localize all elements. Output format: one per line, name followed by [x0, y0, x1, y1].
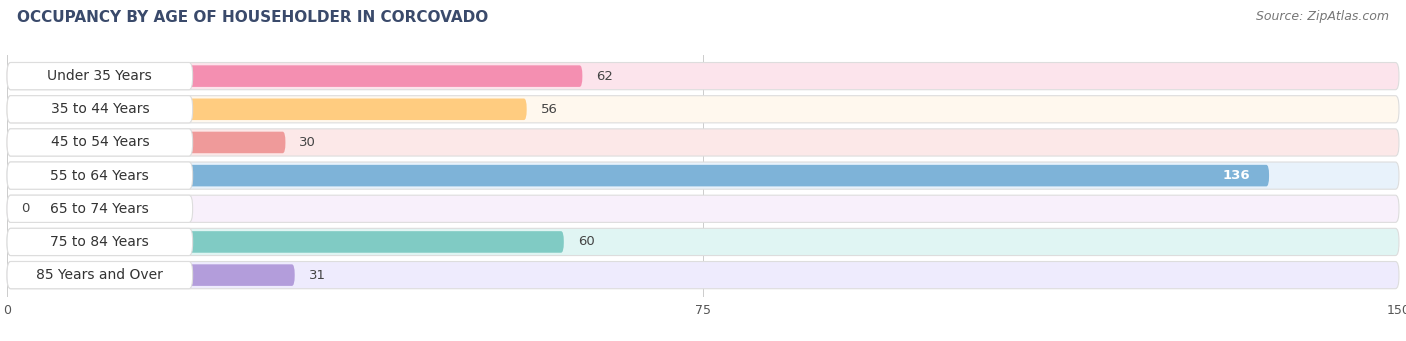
FancyBboxPatch shape — [7, 96, 193, 123]
FancyBboxPatch shape — [7, 62, 1399, 90]
Text: Source: ZipAtlas.com: Source: ZipAtlas.com — [1256, 10, 1389, 23]
FancyBboxPatch shape — [7, 129, 1399, 156]
Text: 45 to 54 Years: 45 to 54 Years — [51, 135, 149, 149]
FancyBboxPatch shape — [7, 198, 11, 220]
Text: OCCUPANCY BY AGE OF HOUSEHOLDER IN CORCOVADO: OCCUPANCY BY AGE OF HOUSEHOLDER IN CORCO… — [17, 10, 488, 25]
FancyBboxPatch shape — [7, 132, 285, 153]
FancyBboxPatch shape — [7, 262, 1399, 289]
FancyBboxPatch shape — [7, 65, 582, 87]
Text: 55 to 64 Years: 55 to 64 Years — [51, 168, 149, 183]
Text: 35 to 44 Years: 35 to 44 Years — [51, 102, 149, 116]
FancyBboxPatch shape — [7, 162, 193, 189]
FancyBboxPatch shape — [7, 195, 1399, 222]
FancyBboxPatch shape — [7, 129, 193, 156]
Text: 62: 62 — [596, 70, 613, 83]
Text: 30: 30 — [299, 136, 316, 149]
FancyBboxPatch shape — [7, 62, 193, 90]
FancyBboxPatch shape — [7, 162, 1399, 189]
FancyBboxPatch shape — [7, 96, 1399, 123]
FancyBboxPatch shape — [7, 165, 1270, 187]
FancyBboxPatch shape — [7, 99, 527, 120]
Text: 85 Years and Over: 85 Years and Over — [37, 268, 163, 282]
FancyBboxPatch shape — [7, 262, 193, 289]
Text: Under 35 Years: Under 35 Years — [48, 69, 152, 83]
FancyBboxPatch shape — [7, 264, 295, 286]
Text: 0: 0 — [21, 202, 30, 215]
Text: 56: 56 — [540, 103, 558, 116]
FancyBboxPatch shape — [7, 195, 193, 222]
Text: 75 to 84 Years: 75 to 84 Years — [51, 235, 149, 249]
Text: 31: 31 — [308, 269, 326, 282]
Text: 65 to 74 Years: 65 to 74 Years — [51, 202, 149, 216]
FancyBboxPatch shape — [7, 228, 193, 255]
Text: 60: 60 — [578, 235, 595, 249]
FancyBboxPatch shape — [7, 231, 564, 253]
FancyBboxPatch shape — [7, 228, 1399, 255]
Text: 136: 136 — [1223, 169, 1250, 182]
